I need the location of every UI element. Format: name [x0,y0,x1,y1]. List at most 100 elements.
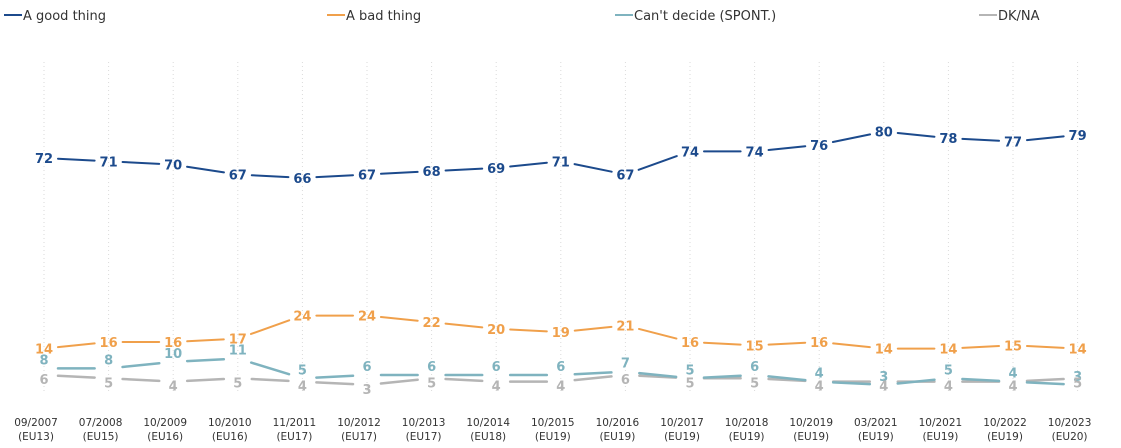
line-segment [121,161,161,165]
x-tick-group: (EU19) [793,431,829,443]
x-tick-date: 10/2019 [789,417,833,429]
data-label: 5 [233,376,242,391]
x-tick-date: 10/2015 [531,417,575,429]
data-label: 8 [39,353,48,368]
data-label: 6 [621,373,630,388]
legend-item-1: A bad thing [327,9,421,24]
data-label: 8 [104,353,113,368]
x-tick-group: (EU19) [535,431,571,443]
data-label: 15 [1004,339,1022,354]
line-segment [573,375,613,382]
series-line-2 [56,357,1065,386]
line-segment [573,371,613,376]
data-label: 24 [358,310,376,325]
data-label: 67 [616,169,634,184]
data-label: 21 [616,320,634,335]
x-tick-7: 10/2014 (EU18) [466,417,510,443]
line-segment [379,170,419,175]
data-label: 4 [298,380,307,395]
legend-item-3: DK/NA [979,9,1040,24]
line-segment [379,378,419,385]
data-label: 16 [100,336,118,351]
data-label: 4 [492,380,501,395]
data-label: 66 [293,172,311,187]
x-tick-date: 03/2021 [854,417,898,429]
data-label: 14 [35,343,53,358]
line-segment [56,374,96,379]
line-segment [1025,381,1065,386]
data-label: 4 [879,380,888,395]
series-lines [56,132,1065,386]
line-segment [250,377,290,383]
data-label: 4 [1008,380,1017,395]
data-label: 4 [815,380,824,395]
data-label: 19 [552,326,570,341]
data-label: 24 [293,310,311,325]
data-label: 5 [298,363,307,378]
x-tick-group: (EU19) [664,431,700,443]
line-segment [1025,345,1065,349]
data-label: 6 [492,360,501,375]
legend-label: Can't decide (SPONT.) [634,9,776,24]
x-tick-group: (EU19) [729,431,765,443]
data-label: 79 [1069,129,1087,144]
line-segment [702,374,742,379]
x-tick-12: 10/2019 (EU19) [789,417,833,443]
x-tick-date: 10/2017 [660,417,704,429]
line-segment [767,145,807,151]
line-segment [315,374,355,379]
series-line-0 [56,132,1065,179]
line-segment [185,377,226,383]
line-segment [56,157,96,162]
data-label: 74 [681,145,699,160]
data-label: 71 [552,155,570,170]
line-segment [1025,135,1065,142]
data-label: 5 [750,376,759,391]
x-tick-13: 03/2021 (EU19) [854,417,898,443]
x-tick-9: 10/2016 (EU19) [596,417,640,443]
line-segment [444,167,484,172]
legend-label: A good thing [23,9,106,24]
data-label: 4 [1008,367,1017,382]
data-label: 71 [100,155,118,170]
x-tick-group: (EU19) [987,431,1023,443]
x-tick-0: 09/2007 (EU13) [14,417,58,443]
x-tick-group: (EU16) [212,431,248,443]
x-tick-group: (EU20) [1052,431,1088,443]
data-label: 6 [39,373,48,388]
data-labels-series-2: 8 8 10 115 6 6 6 6 7 5 6 4 3 5 4 3 [39,344,1082,385]
x-tick-16: 10/2023 (EU20) [1048,417,1092,443]
line-segment [121,377,161,383]
line-segment [896,132,936,138]
line-segment [637,155,678,171]
data-label: 67 [358,169,376,184]
legend-label: DK/NA [998,9,1040,24]
line-segment [961,377,1001,383]
data-label: 16 [681,336,699,351]
x-tick-group: (EU17) [276,431,312,443]
data-label: 77 [1004,136,1022,151]
data-label: 3 [1073,370,1082,385]
x-tick-group: (EU19) [599,431,635,443]
x-tick-date: 10/2012 [337,417,381,429]
line-segment [961,345,1001,349]
data-label: 3 [879,370,888,385]
x-tick-date: 07/2008 [79,417,123,429]
line-segment [832,342,871,349]
data-label: 17 [229,333,247,348]
x-tick-5: 10/2012 (EU17) [337,417,381,443]
line-segment [573,325,613,332]
data-label: 16 [810,336,828,351]
data-label: 5 [1073,376,1082,391]
line-segment [767,341,807,346]
line-segment [186,338,225,343]
x-tick-6: 10/2013 (EU17) [402,417,446,443]
line-segment [638,371,678,379]
data-label: 4 [944,380,953,395]
data-label: 22 [423,316,441,331]
line-segment [444,377,484,383]
data-label: 11 [229,344,247,359]
